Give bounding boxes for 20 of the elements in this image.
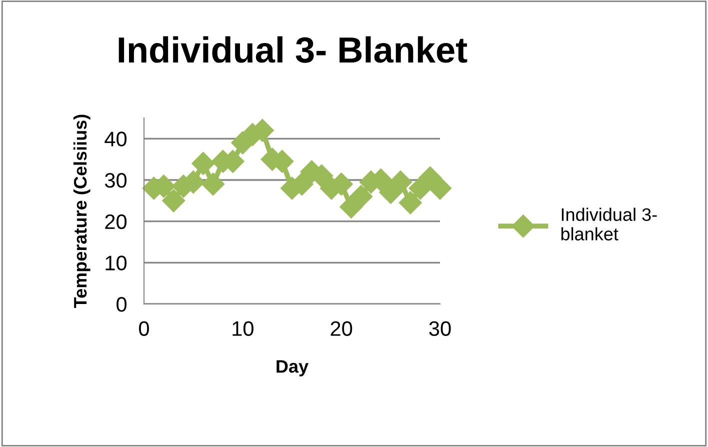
y-axis-title: Temperature (Celsiius) [73,114,90,308]
chart-title: Individual 3- Blanket [118,36,468,63]
point [350,185,373,208]
y-tick-label: 30 [104,173,127,188]
point [192,152,215,175]
x-axis-title: Day [276,360,308,376]
x-tick-label: 0 [139,321,149,336]
point [428,176,452,200]
point [202,172,225,196]
legend-label: Individual 3- blanket [561,208,657,240]
y-tick-label: 10 [106,256,127,270]
y-tick-label: 0 [116,297,127,312]
y-tick-label: 20 [105,214,127,230]
x-tick-label: 20 [330,321,352,336]
point [162,189,186,212]
x-tick-label: 30 [429,321,451,336]
x-tick-label: 10 [232,321,254,336]
y-tick-label: 40 [104,132,127,146]
point [389,170,412,194]
point [398,191,422,214]
